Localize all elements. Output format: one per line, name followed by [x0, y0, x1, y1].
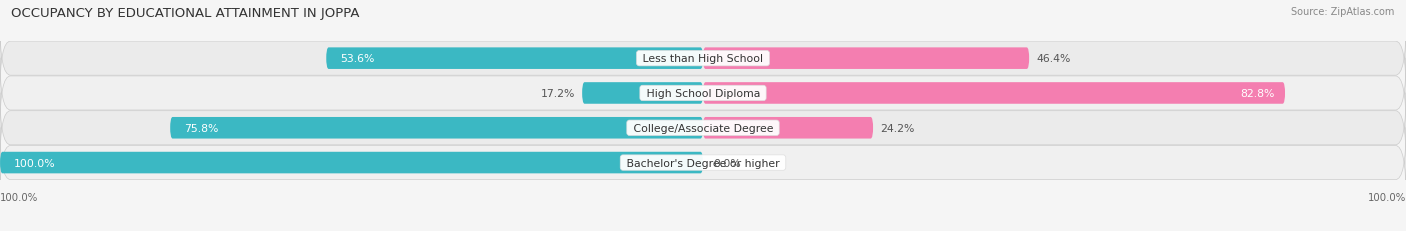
FancyBboxPatch shape	[0, 93, 1406, 163]
FancyBboxPatch shape	[703, 83, 1285, 104]
Text: High School Diploma: High School Diploma	[643, 88, 763, 99]
FancyBboxPatch shape	[0, 24, 1406, 94]
Text: College/Associate Degree: College/Associate Degree	[630, 123, 776, 133]
Text: OCCUPANCY BY EDUCATIONAL ATTAINMENT IN JOPPA: OCCUPANCY BY EDUCATIONAL ATTAINMENT IN J…	[11, 7, 360, 20]
FancyBboxPatch shape	[170, 118, 703, 139]
Text: 0.0%: 0.0%	[713, 158, 741, 168]
Text: Source: ZipAtlas.com: Source: ZipAtlas.com	[1291, 7, 1395, 17]
FancyBboxPatch shape	[703, 48, 1029, 70]
Legend: Owner-occupied, Renter-occupied: Owner-occupied, Renter-occupied	[592, 228, 814, 231]
Text: 100.0%: 100.0%	[0, 192, 38, 202]
Text: 75.8%: 75.8%	[184, 123, 218, 133]
FancyBboxPatch shape	[703, 118, 873, 139]
Text: 24.2%: 24.2%	[880, 123, 914, 133]
FancyBboxPatch shape	[582, 83, 703, 104]
FancyBboxPatch shape	[0, 128, 1406, 198]
Text: 53.6%: 53.6%	[340, 54, 374, 64]
Text: 100.0%: 100.0%	[1368, 192, 1406, 202]
Text: 17.2%: 17.2%	[541, 88, 575, 99]
Text: 100.0%: 100.0%	[14, 158, 56, 168]
Text: Less than High School: Less than High School	[640, 54, 766, 64]
Text: Bachelor's Degree or higher: Bachelor's Degree or higher	[623, 158, 783, 168]
FancyBboxPatch shape	[0, 152, 703, 174]
FancyBboxPatch shape	[326, 48, 703, 70]
Text: 82.8%: 82.8%	[1240, 88, 1275, 99]
FancyBboxPatch shape	[0, 59, 1406, 128]
Text: 46.4%: 46.4%	[1036, 54, 1070, 64]
